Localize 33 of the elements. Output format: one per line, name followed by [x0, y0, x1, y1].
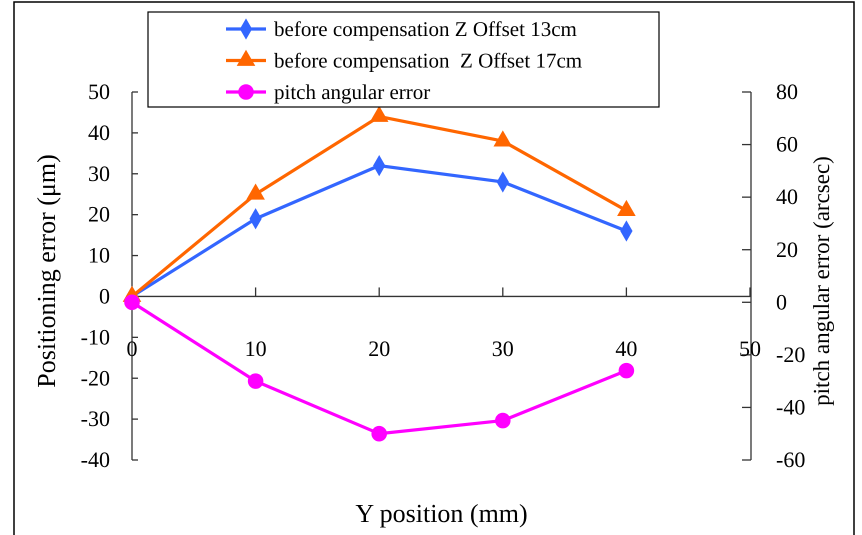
y-tick-label: 20: [88, 202, 110, 227]
y-tick-label: -40: [80, 447, 110, 472]
y2-tick-label: 40: [776, 184, 798, 210]
x-tick-label: 20: [368, 336, 390, 362]
y2-tick-label: 80: [776, 79, 798, 104]
y2-tick-label: 60: [776, 132, 798, 157]
x-tick-label: 40: [615, 336, 638, 362]
y2-axis-title: pitch angular error (arcsec): [809, 156, 834, 406]
y-tick-label: -20: [80, 365, 110, 390]
point: [495, 412, 511, 428]
legend-label: before compensation Z Offset 17cm: [274, 48, 582, 72]
point: [248, 373, 264, 389]
y-tick-label: -10: [80, 324, 110, 350]
y-tick-label: 0: [99, 283, 110, 308]
x-tick-label: 10: [244, 336, 267, 362]
y2-tick-label: -60: [776, 447, 806, 472]
point: [618, 362, 634, 378]
y-axis-title: Positioning error (μm): [32, 154, 61, 388]
y2-tick-label: 0: [776, 289, 787, 314]
y2-tick-label: -20: [776, 342, 806, 367]
y-tick-label: -30: [80, 406, 110, 432]
legend-label: pitch angular error: [274, 80, 430, 104]
y-tick-label: 10: [88, 242, 110, 268]
point: [124, 294, 140, 310]
point: [371, 426, 387, 442]
x-tick-label: 30: [492, 336, 514, 362]
y-tick-label: 50: [88, 79, 110, 104]
y-tick-label: 30: [88, 160, 110, 186]
y2-tick-label: -40: [776, 394, 806, 420]
y2-tick-label: 20: [776, 236, 798, 262]
legend-label: before compensation Z Offset 13cm: [274, 17, 577, 41]
x-axis-title: Y position (mm): [355, 499, 528, 528]
y-tick-label: 40: [88, 120, 110, 145]
